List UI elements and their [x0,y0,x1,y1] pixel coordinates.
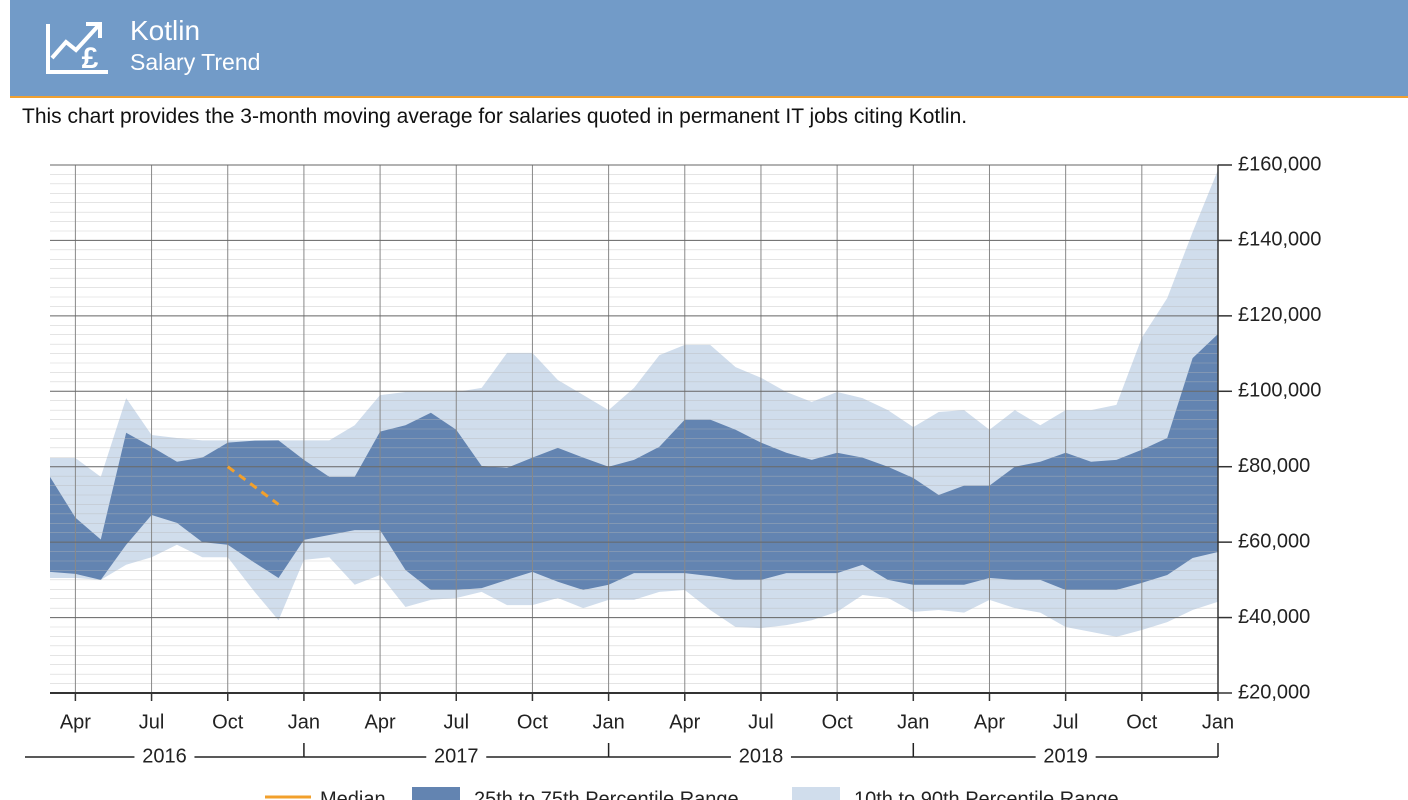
x-tick-label: Jul [748,711,774,733]
y-tick-label: £100,000 [1238,380,1321,402]
y-tick-label: £80,000 [1238,455,1310,477]
gap-bridge [226,465,280,506]
icon-arrow [86,22,102,38]
y-tick-label: £20,000 [1238,681,1310,703]
legend-label: 10th to 90th Percentile Range [854,788,1119,800]
subtitle: Salary Trend [130,49,261,75]
y-tick-label: £140,000 [1238,229,1321,251]
year-label: 2018 [739,745,784,767]
x-tick-label: Jul [443,711,469,733]
x-tick-label: Jan [1202,711,1234,733]
legend-swatch [412,787,460,800]
x-tick-label: Jul [1053,711,1079,733]
legend-label: Median [320,788,386,800]
legend-swatch [792,787,840,800]
x-tick-label: Oct [212,711,244,733]
y-tick-label: £160,000 [1238,153,1321,175]
icon-axis [46,24,108,74]
x-tick-label: Oct [1126,711,1158,733]
x-tick-label: Oct [822,711,854,733]
y-tick-label: £120,000 [1238,304,1321,326]
x-tick-label: Apr [365,711,396,733]
x-tick-label: Apr [60,711,91,733]
x-tick-label: Apr [974,711,1005,733]
year-label: 2017 [434,745,479,767]
x-tick-label: Jul [139,711,165,733]
x-tick-label: Jan [288,711,320,733]
y-tick-label: £40,000 [1238,606,1310,628]
description: This chart provides the 3-month moving a… [22,105,968,128]
percentile-band [50,333,1218,591]
y-tick-label: £60,000 [1238,530,1310,552]
icon-trend [50,24,100,60]
x-tick-label: Apr [669,711,700,733]
legend-label: 25th to 75th Percentile Range [474,788,739,800]
x-tick-label: Oct [517,711,549,733]
x-tick-label: Jan [592,711,624,733]
icon: £ [46,22,108,75]
year-label: 2016 [142,745,187,767]
icon-symbol: £ [82,42,99,75]
title: Kotlin [130,15,201,46]
header: £ Kotlin Salary Trend [10,0,1408,98]
x-tick-label: Jan [897,711,929,733]
year-label: 2019 [1043,745,1088,767]
